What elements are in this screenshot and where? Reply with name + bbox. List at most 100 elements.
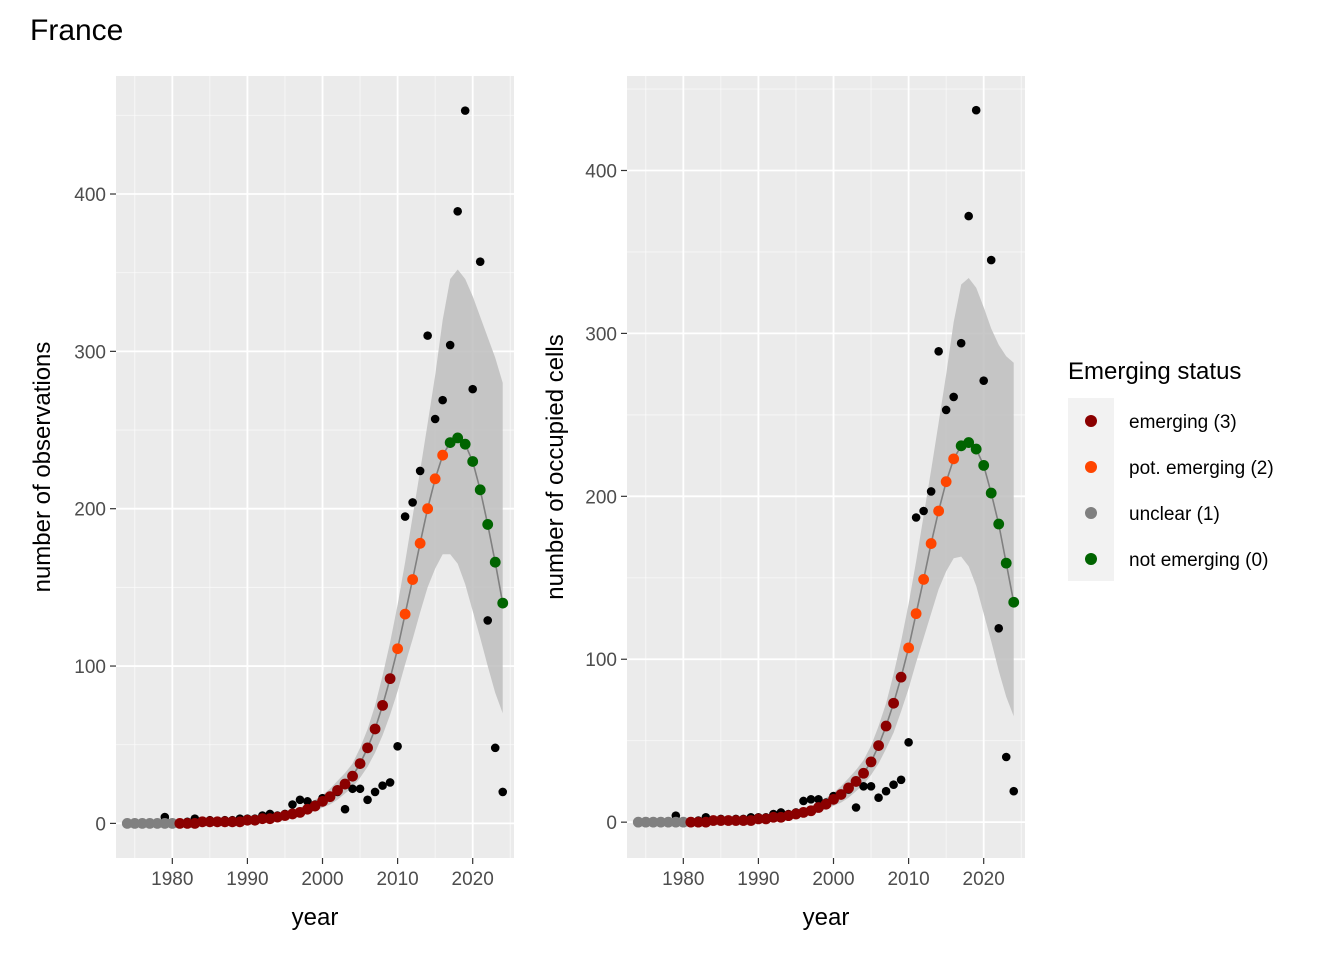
raw-data-point bbox=[859, 782, 868, 791]
fitted-point-status-3 bbox=[219, 816, 231, 828]
raw-data-point bbox=[363, 795, 372, 805]
legend-title: Emerging status bbox=[1068, 358, 1241, 385]
y-tick-label: 400 bbox=[585, 161, 617, 182]
y-tick-label: 200 bbox=[585, 487, 617, 508]
fitted-point-status-3 bbox=[753, 813, 764, 825]
fitted-point-status-3 bbox=[768, 811, 779, 823]
fitted-point-status-3 bbox=[707, 815, 719, 826]
raw-data-point bbox=[971, 105, 981, 115]
fitted-point-status-0 bbox=[970, 443, 982, 455]
raw-data-point bbox=[1009, 786, 1019, 796]
occupied-cells-panel: 1980 1990 2000 2010 2020 0 100 200 300 400 year num… bbox=[542, 76, 1025, 931]
legend-key-background bbox=[1068, 398, 1114, 581]
fitted-point-status-2 bbox=[414, 537, 426, 549]
fitted-point-status-1 bbox=[662, 816, 674, 828]
fitted-point-status-0 bbox=[985, 487, 997, 499]
fitted-point-status-0 bbox=[993, 518, 1005, 530]
raw-data-point bbox=[445, 340, 455, 350]
chart-title: France bbox=[30, 14, 123, 47]
x-tick-label: 1990 bbox=[226, 869, 268, 890]
raw-data-point bbox=[851, 803, 861, 812]
fitted-point-status-1 bbox=[632, 816, 644, 828]
fitted-point-status-3 bbox=[196, 816, 208, 828]
fitted-point-status-1 bbox=[121, 817, 133, 829]
raw-data-point bbox=[926, 487, 936, 496]
raw-data-point bbox=[408, 498, 417, 507]
raw-data-point bbox=[453, 207, 462, 216]
y-tick-label: 300 bbox=[74, 342, 106, 363]
fitted-point-status-0 bbox=[963, 437, 975, 448]
raw-data-point bbox=[490, 743, 500, 753]
raw-data-point bbox=[430, 414, 440, 424]
fitted-point-status-3 bbox=[332, 784, 343, 796]
fitted-point-status-2 bbox=[399, 608, 411, 620]
fitted-point-status-1 bbox=[647, 816, 659, 828]
raw-data-point bbox=[355, 784, 365, 794]
legend-key-0 bbox=[1085, 553, 1097, 565]
fitted-point-status-2 bbox=[903, 642, 915, 654]
raw-data-point bbox=[799, 796, 808, 806]
fitted-point-status-1 bbox=[151, 817, 163, 829]
raw-data-point bbox=[498, 787, 508, 797]
raw-data-point bbox=[295, 795, 305, 805]
raw-data-point bbox=[438, 395, 447, 405]
y-axis-title: number of observations bbox=[29, 342, 56, 593]
x-tick-label: 2000 bbox=[812, 869, 854, 890]
x-tick-label: 2020 bbox=[452, 869, 494, 890]
fitted-point-status-0 bbox=[459, 438, 471, 450]
fitted-point-status-1 bbox=[655, 816, 667, 828]
fitted-point-status-3 bbox=[369, 723, 381, 735]
raw-data-point bbox=[340, 804, 350, 814]
confidence-ribbon bbox=[127, 269, 503, 824]
fitted-point-status-3 bbox=[865, 756, 877, 768]
fitted-point-status-3 bbox=[692, 816, 704, 828]
confidence-ribbon bbox=[638, 278, 1014, 823]
x-tick-label: 1990 bbox=[737, 869, 779, 890]
fitted-point-status-0 bbox=[497, 597, 509, 609]
raw-data-point bbox=[904, 738, 913, 747]
raw-data-point bbox=[475, 257, 485, 266]
y-tick-label: 100 bbox=[585, 650, 617, 671]
legend-label: pot. emerging (2) bbox=[1129, 458, 1274, 479]
fitted-point-status-2 bbox=[407, 574, 419, 585]
fitted-point-status-2 bbox=[910, 608, 922, 620]
legend-key-1 bbox=[1085, 507, 1097, 519]
raw-data-point bbox=[460, 106, 470, 115]
x-tick-label: 2000 bbox=[301, 869, 343, 890]
raw-data-point bbox=[415, 466, 425, 476]
raw-data-point bbox=[919, 506, 928, 516]
fitted-point-status-3 bbox=[888, 697, 899, 709]
fitted-point-status-1 bbox=[166, 817, 178, 829]
fitted-point-status-1 bbox=[136, 817, 148, 829]
raw-data-point bbox=[874, 793, 883, 803]
legend: Emerging status emerging (3) pot. emerging… bbox=[1068, 358, 1274, 581]
y-tick-label: 100 bbox=[74, 657, 106, 678]
fitted-point-status-0 bbox=[489, 556, 501, 568]
y-tick-label: 300 bbox=[585, 324, 617, 345]
fitted-point-status-3 bbox=[174, 817, 186, 829]
y-tick-label: 400 bbox=[74, 185, 106, 206]
raw-data-point bbox=[370, 787, 380, 797]
fitted-point-status-3 bbox=[730, 815, 742, 826]
fitted-point-status-2 bbox=[918, 574, 930, 585]
y-tick-label: 200 bbox=[74, 500, 106, 521]
fitted-point-status-1 bbox=[129, 817, 141, 829]
raw-data-point bbox=[385, 778, 395, 787]
fitted-point-status-3 bbox=[324, 791, 336, 803]
fitted-point-status-2 bbox=[933, 505, 945, 517]
fitted-point-status-3 bbox=[685, 816, 697, 828]
fitted-point-status-3 bbox=[347, 770, 358, 782]
x-tick-label: 2010 bbox=[376, 869, 418, 890]
fitted-point-status-2 bbox=[925, 538, 937, 549]
y-axis-title: number of occupied cells bbox=[542, 334, 569, 599]
raw-data-point bbox=[400, 512, 410, 521]
fitted-point-status-3 bbox=[339, 778, 351, 790]
fitted-point-status-2 bbox=[422, 503, 434, 515]
raw-data-point bbox=[949, 392, 958, 402]
fitted-point-status-3 bbox=[242, 814, 253, 826]
fitted-point-status-0 bbox=[452, 432, 464, 444]
raw-data-point bbox=[881, 786, 891, 796]
raw-data-point bbox=[806, 795, 816, 804]
raw-data-point bbox=[814, 795, 823, 804]
